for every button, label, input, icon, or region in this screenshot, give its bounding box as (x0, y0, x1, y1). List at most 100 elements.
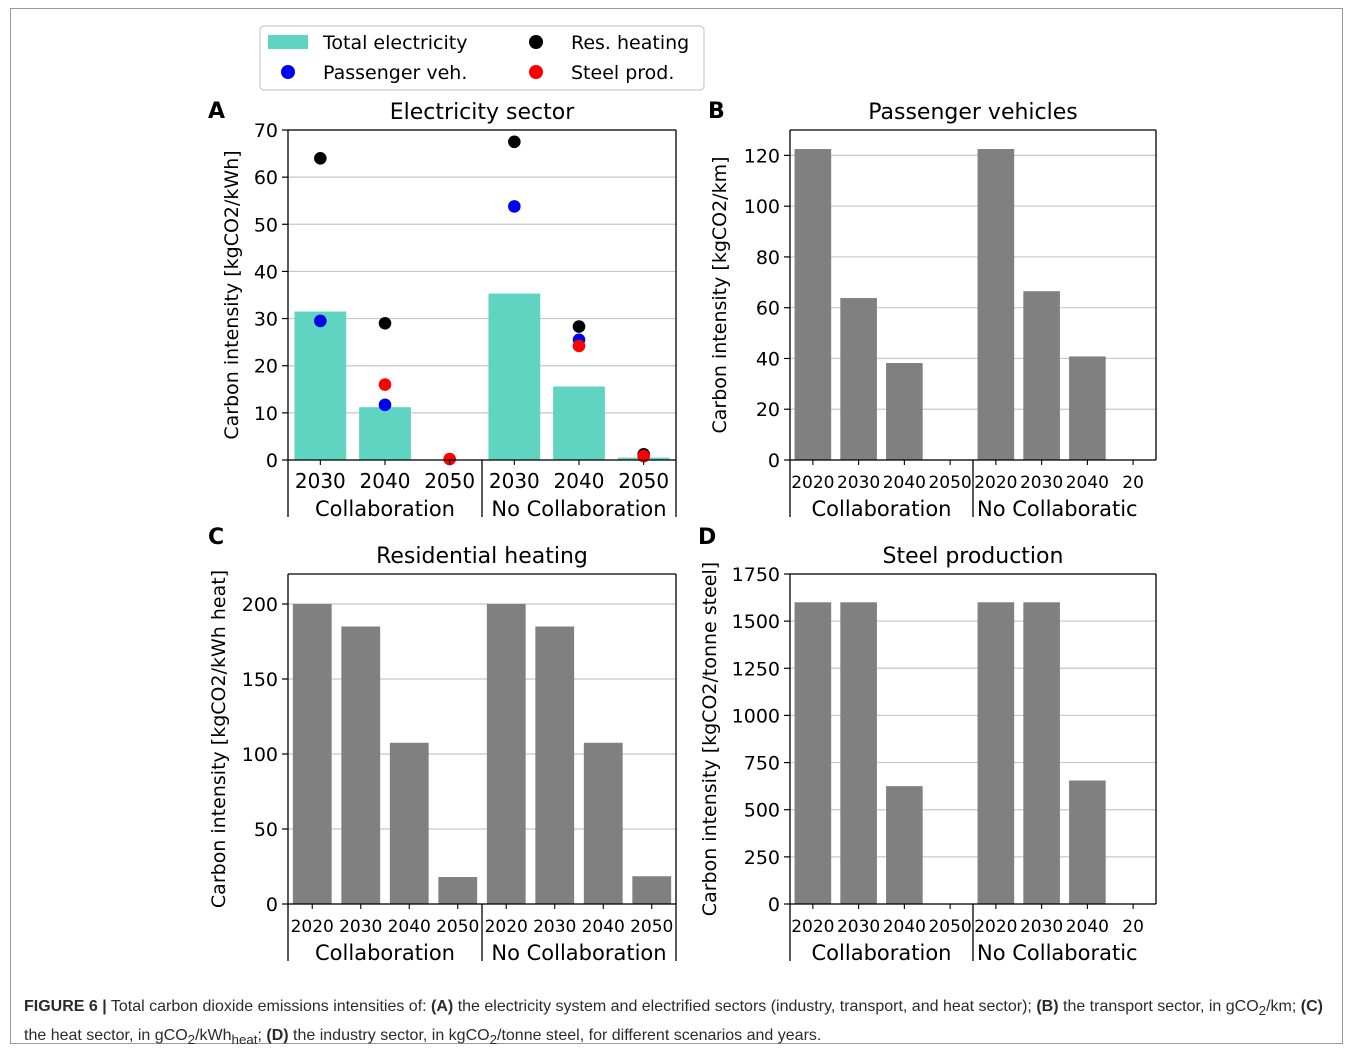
caption-ref-c: (C) (1301, 998, 1323, 1015)
x-tick-label: 2040 (883, 473, 926, 493)
bar (886, 363, 923, 460)
x-tick-label: 2030 (837, 473, 880, 493)
y-tick-label: 40 (756, 348, 780, 370)
bar (978, 602, 1015, 904)
caption-subscript: 2 (490, 1032, 497, 1047)
group-label: Collaboration (315, 941, 455, 965)
caption-text: /km; (1266, 998, 1301, 1015)
y-tick-label: 80 (756, 247, 780, 269)
bar (535, 627, 574, 905)
y-tick-label: 750 (744, 753, 780, 775)
x-tick-label: 2030 (339, 917, 382, 937)
x-tick-label: 2030 (1020, 917, 1063, 937)
y-axis-label: Carbon intensity [kgCO2/kWh heat] (208, 570, 230, 908)
bar (1023, 291, 1060, 460)
y-tick-label: 10 (254, 403, 278, 425)
bar (632, 876, 671, 904)
plot-area (790, 574, 1156, 904)
legend-label: Res. heating (571, 32, 689, 54)
caption-ref-b: (B) (1036, 998, 1058, 1015)
data-point (573, 320, 586, 333)
x-tick-label: 2020 (974, 473, 1017, 493)
y-tick-label: 250 (744, 847, 780, 869)
x-tick-label: 2050 (928, 917, 971, 937)
bar (795, 149, 832, 460)
x-tick-label: 2040 (883, 917, 926, 937)
plot-area (288, 604, 676, 904)
plot-area (790, 149, 1156, 460)
caption-subscript: 2 (188, 1032, 195, 1047)
y-tick-label: 30 (254, 309, 278, 331)
chart-title: Residential heating (376, 544, 588, 569)
x-tick-label: 2050 (436, 917, 479, 937)
group-label: No Collaboratic (977, 497, 1138, 521)
caption-subscript: heat (232, 1032, 258, 1047)
x-tick-label: 2020 (291, 917, 334, 937)
y-tick-label: 50 (254, 819, 278, 841)
bar (553, 386, 605, 460)
y-tick-label: 1750 (732, 564, 780, 586)
legend-marker (281, 65, 295, 79)
y-tick-label: 1250 (732, 658, 780, 680)
caption-text: the heat sector, in gCO (24, 1027, 188, 1044)
bar (487, 604, 526, 904)
panel-letter: B (708, 99, 725, 124)
group-label: Collaboration (315, 497, 455, 521)
bar (840, 602, 877, 904)
bar (438, 877, 477, 904)
y-tick-label: 120 (744, 145, 780, 167)
x-tick-label: 2020 (791, 473, 834, 493)
x-tick-label: 2040 (360, 469, 411, 493)
y-tick-label: 0 (768, 894, 780, 916)
legend-swatch (268, 35, 308, 49)
x-tick-label: 2040 (554, 469, 605, 493)
y-tick-label: 150 (242, 669, 278, 691)
caption-ref-a: (A) (431, 998, 453, 1015)
data-point (573, 340, 586, 353)
y-tick-label: 0 (768, 450, 780, 472)
bar (294, 312, 346, 461)
x-tick-label: 2030 (533, 917, 576, 937)
bar (293, 604, 332, 904)
chart-title: Passenger vehicles (868, 100, 1078, 125)
caption-text: /kWh (195, 1027, 231, 1044)
y-tick-label: 50 (254, 214, 278, 236)
group-labels: Collaboration No Collaboration (315, 497, 667, 521)
caption-text: the electricity system and electrified s… (453, 998, 1036, 1015)
panel-letter: D (698, 525, 716, 550)
caption-text: the industry sector, in kgCO (289, 1027, 490, 1044)
bar (886, 786, 923, 904)
caption-text: the transport sector, in gCO (1059, 998, 1259, 1015)
group-label: Collaboration (812, 497, 952, 521)
bar (488, 294, 540, 460)
caption-text: Total carbon dioxide emissions intensiti… (107, 998, 431, 1015)
data-point (508, 200, 521, 213)
y-axis-label: Carbon intensity [kgCO2/tonne steel] (699, 562, 721, 916)
x-tick-label: 2040 (1066, 473, 1109, 493)
x-tick-label: 2040 (1066, 917, 1109, 937)
bar (1069, 356, 1106, 460)
y-tick-label: 60 (756, 298, 780, 320)
data-point (314, 315, 327, 328)
y-tick-label: 20 (756, 399, 780, 421)
bar (1069, 780, 1106, 904)
x-tick-label: 2050 (618, 469, 669, 493)
x-tick-label: 20 (1122, 473, 1144, 493)
data-point (508, 135, 521, 148)
caption-ref-d: (D) (266, 1027, 288, 1044)
y-tick-label: 500 (744, 800, 780, 822)
group-label: No Collaboration (491, 497, 666, 521)
legend-label: Total electricity (322, 32, 467, 54)
x-tick-label: 2020 (791, 917, 834, 937)
x-tick-label: 20 (1122, 917, 1144, 937)
x-tick-label: 2020 (974, 917, 1017, 937)
legend-marker (529, 65, 543, 79)
